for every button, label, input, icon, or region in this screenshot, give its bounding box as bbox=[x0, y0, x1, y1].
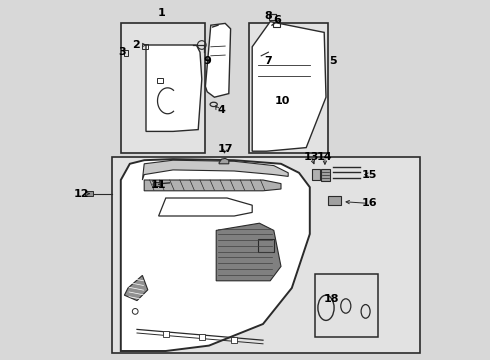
Bar bbox=[231, 337, 237, 343]
Text: 18: 18 bbox=[324, 294, 339, 304]
Text: 12: 12 bbox=[74, 189, 89, 199]
Polygon shape bbox=[252, 22, 326, 151]
Text: 4: 4 bbox=[218, 105, 225, 115]
Polygon shape bbox=[121, 159, 310, 351]
FancyBboxPatch shape bbox=[121, 23, 205, 153]
Bar bbox=[273, 22, 280, 27]
Polygon shape bbox=[159, 198, 252, 216]
Bar bbox=[123, 50, 128, 56]
Text: 3: 3 bbox=[118, 47, 126, 57]
Text: 11: 11 bbox=[151, 180, 166, 190]
Polygon shape bbox=[205, 23, 231, 97]
Bar bbox=[320, 169, 330, 181]
Bar bbox=[312, 169, 319, 180]
Text: 14: 14 bbox=[317, 152, 332, 162]
Text: 17: 17 bbox=[218, 144, 233, 154]
Polygon shape bbox=[124, 275, 148, 301]
Bar bbox=[85, 191, 93, 196]
Text: 2: 2 bbox=[132, 40, 140, 50]
Polygon shape bbox=[146, 45, 202, 131]
Text: 16: 16 bbox=[362, 198, 377, 208]
Polygon shape bbox=[143, 160, 288, 180]
Text: 10: 10 bbox=[275, 96, 291, 106]
FancyBboxPatch shape bbox=[248, 23, 328, 153]
Text: 13: 13 bbox=[304, 152, 319, 162]
Text: 6: 6 bbox=[273, 15, 281, 25]
Text: 15: 15 bbox=[362, 170, 377, 180]
Bar bbox=[199, 334, 205, 340]
FancyBboxPatch shape bbox=[315, 274, 378, 337]
Bar bbox=[258, 239, 274, 252]
Bar bbox=[143, 44, 148, 49]
Text: 5: 5 bbox=[329, 56, 337, 66]
Text: 7: 7 bbox=[265, 56, 272, 66]
Polygon shape bbox=[216, 223, 281, 281]
Polygon shape bbox=[219, 158, 229, 164]
Bar bbox=[269, 14, 275, 20]
Text: 1: 1 bbox=[158, 8, 165, 18]
Polygon shape bbox=[144, 180, 281, 191]
FancyBboxPatch shape bbox=[112, 157, 419, 353]
Text: 9: 9 bbox=[203, 56, 211, 66]
Bar bbox=[157, 78, 163, 83]
Bar bbox=[163, 331, 169, 337]
Bar bbox=[153, 182, 160, 186]
Text: 8: 8 bbox=[265, 11, 272, 21]
Bar bbox=[328, 196, 342, 205]
